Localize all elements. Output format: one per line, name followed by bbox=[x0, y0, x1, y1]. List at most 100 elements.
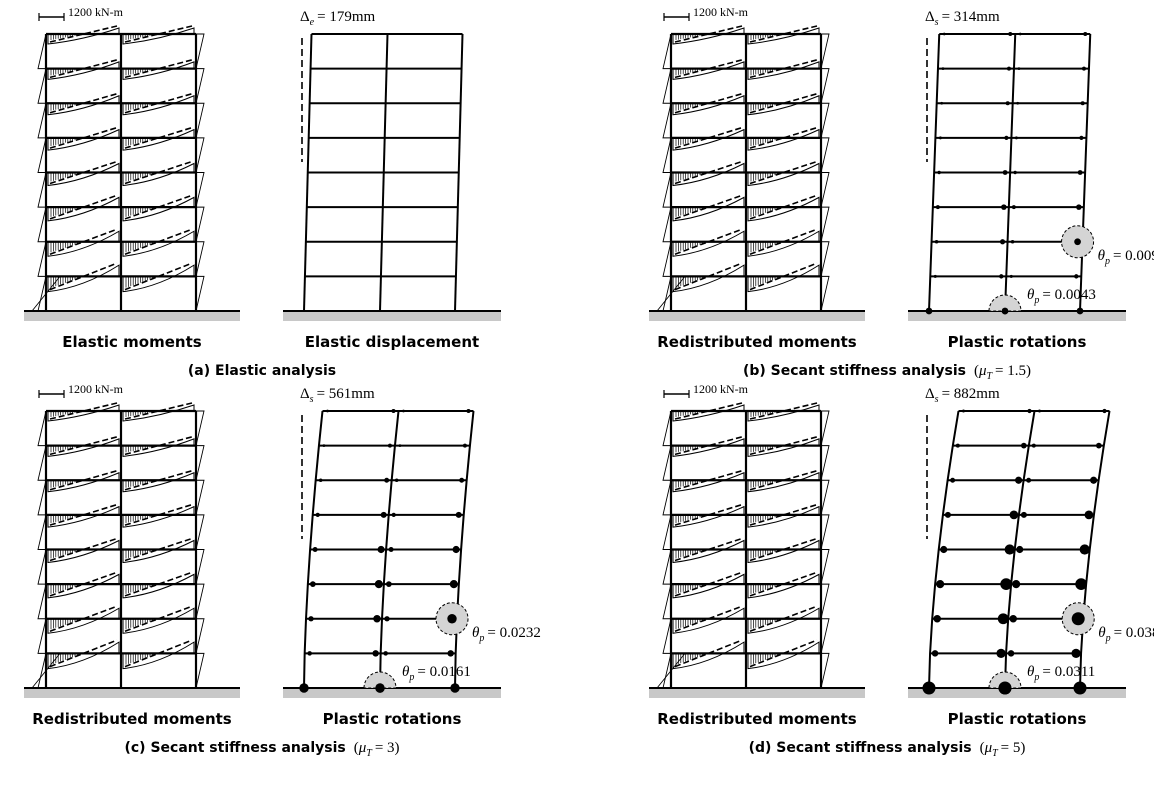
plastic-hinge bbox=[999, 239, 1006, 245]
elastic-moment-line bbox=[49, 92, 118, 114]
plastic-hinge bbox=[1002, 170, 1008, 175]
moment-diagram bbox=[672, 196, 745, 222]
moment-diagram bbox=[672, 230, 745, 257]
moment-diagram bbox=[747, 162, 820, 187]
plastic-hinge bbox=[380, 511, 387, 518]
theta-lower-value: = 0.0043 bbox=[1042, 287, 1095, 303]
moment-diagram bbox=[47, 641, 120, 670]
theta-lower-value: = 0.0311 bbox=[1042, 664, 1095, 680]
elastic-moment-line bbox=[674, 194, 743, 220]
theta-upper-value: = 0.0387 bbox=[1114, 625, 1154, 641]
plastic-hinge bbox=[1015, 476, 1023, 484]
plastic-hinge bbox=[1079, 135, 1084, 140]
plastic-hinge bbox=[950, 477, 956, 483]
plastic-hinge bbox=[1076, 307, 1084, 315]
column-moment bbox=[820, 652, 830, 689]
elastic-moment-line bbox=[124, 503, 193, 526]
elastic-moment-line bbox=[749, 436, 818, 456]
mu-open-paren: ( bbox=[354, 740, 359, 756]
column-moment bbox=[37, 276, 47, 312]
moment-diagram bbox=[122, 264, 195, 293]
mu-value: = 3) bbox=[375, 740, 400, 756]
moment-diagram bbox=[47, 471, 120, 493]
moment-diagram bbox=[47, 230, 120, 257]
moment-diagram bbox=[747, 404, 820, 422]
plastic-hinge bbox=[1083, 32, 1088, 36]
theta-symbol: θ bbox=[472, 625, 480, 641]
column-moment bbox=[662, 137, 672, 173]
elastic-moment-line bbox=[49, 503, 118, 526]
elastic-moment-line bbox=[49, 59, 118, 79]
column-moment bbox=[662, 33, 672, 70]
elastic-moment-line bbox=[749, 537, 818, 562]
elastic-moment-line bbox=[749, 194, 818, 220]
plastic-hinge bbox=[997, 613, 1009, 625]
moment-diagram bbox=[122, 94, 195, 116]
elastic-moment-line bbox=[674, 59, 743, 79]
plastic-hinge bbox=[1017, 67, 1021, 71]
theta-subscript: p bbox=[478, 633, 484, 644]
elastic-moment-line bbox=[749, 605, 818, 632]
plastic-hinge bbox=[377, 545, 385, 554]
delta-symbol: Δ bbox=[925, 386, 935, 402]
moment-diagram bbox=[747, 505, 820, 528]
plastic-hinge bbox=[312, 547, 318, 552]
moment-diagram bbox=[747, 471, 820, 493]
displacement-value: = 561mm bbox=[317, 386, 375, 402]
elastic-moment-line bbox=[749, 503, 818, 526]
base-column-moment bbox=[656, 653, 686, 689]
displacement-value: = 314mm bbox=[942, 9, 1000, 25]
moment-diagram bbox=[47, 438, 120, 457]
elastic-moment-line bbox=[124, 571, 193, 597]
moment-diagram bbox=[672, 641, 745, 670]
plastic-hinge bbox=[383, 651, 388, 656]
elastic-moment-line bbox=[749, 571, 818, 597]
moment-diagram bbox=[672, 264, 745, 293]
column-moment bbox=[662, 584, 672, 620]
elastic-moment-line bbox=[674, 126, 743, 149]
mu-symbol: μ bbox=[984, 740, 993, 756]
delta-symbol: Δ bbox=[300, 386, 310, 402]
mu-symbol: μ bbox=[978, 363, 987, 379]
moment-diagram bbox=[122, 404, 195, 422]
plastic-hinge bbox=[372, 650, 379, 657]
plastic-hinge bbox=[1075, 578, 1087, 590]
theta-upper-value: = 0.0232 bbox=[487, 625, 540, 641]
column-moment bbox=[662, 514, 672, 550]
theta-symbol: θ bbox=[1098, 625, 1106, 641]
elastic-moment-line bbox=[749, 92, 818, 114]
moment-diagram bbox=[122, 438, 195, 457]
elastic-moment-line bbox=[49, 605, 118, 632]
elastic-moment-line bbox=[49, 126, 118, 149]
plastic-hinge bbox=[940, 101, 944, 105]
column-moment bbox=[37, 33, 47, 70]
plastic-hinge bbox=[1074, 274, 1079, 279]
column-moment bbox=[37, 480, 47, 516]
moment-diagram bbox=[47, 404, 120, 422]
highlighted-base-hinge bbox=[988, 294, 1022, 312]
elastic-moment-line bbox=[674, 571, 743, 597]
column-moment bbox=[820, 583, 830, 619]
theta-subscript: p bbox=[1033, 295, 1039, 306]
moment-diagram bbox=[47, 539, 120, 564]
theta-symbol: θ bbox=[402, 664, 410, 680]
plastic-hinge bbox=[1001, 204, 1007, 210]
plastic-hinge bbox=[1001, 307, 1009, 315]
plastic-hinge bbox=[385, 581, 392, 587]
plastic-hinge bbox=[308, 616, 314, 622]
plastic-hinge bbox=[318, 478, 323, 483]
theta-upper-label: θp= 0.0099 bbox=[1098, 248, 1154, 267]
column-moment bbox=[820, 33, 830, 69]
scale-label: 1200 kN-m bbox=[693, 5, 749, 19]
column-moment bbox=[195, 102, 205, 138]
column-moment bbox=[195, 137, 205, 173]
elastic-moment-line bbox=[674, 92, 743, 114]
plastic-hinge bbox=[326, 409, 329, 413]
elastic-moment-line bbox=[674, 436, 743, 456]
plastic-hinge bbox=[1077, 170, 1083, 175]
moment-diagram bbox=[672, 607, 745, 634]
plastic-hinge bbox=[391, 409, 396, 413]
subcaption-title: (b) Secant stiffness analysis bbox=[743, 363, 966, 379]
elastic-moment-line bbox=[49, 228, 118, 255]
right-caption: Plastic rotations bbox=[323, 710, 462, 728]
